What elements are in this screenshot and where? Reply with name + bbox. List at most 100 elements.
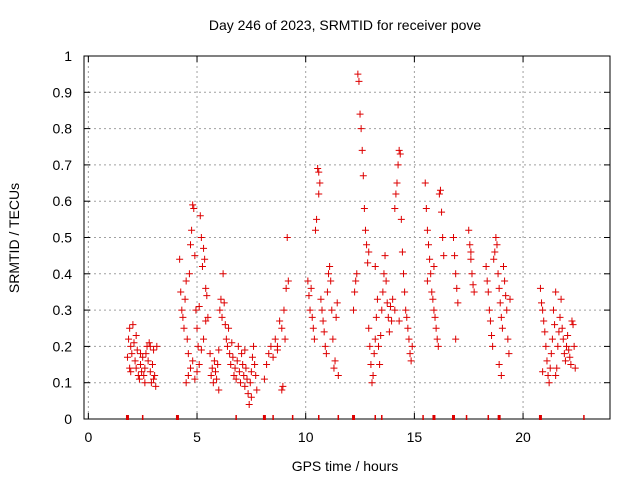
data-point [384, 313, 392, 321]
data-point [207, 371, 215, 379]
data-point [326, 263, 334, 271]
data-points [123, 70, 579, 408]
data-point [427, 270, 435, 278]
data-point [469, 281, 477, 289]
data-point [239, 361, 247, 369]
y-tick-label: 0.2 [53, 338, 73, 354]
data-point [323, 288, 331, 296]
data-point [315, 168, 323, 176]
data-point [273, 342, 281, 350]
data-point [402, 306, 410, 314]
data-point [278, 324, 286, 332]
data-point [193, 368, 201, 376]
data-point [368, 379, 376, 387]
data-point [141, 379, 149, 387]
data-point [392, 190, 400, 198]
data-point [560, 350, 568, 358]
data-point [241, 346, 249, 354]
data-point [127, 342, 135, 350]
data-point [132, 332, 140, 340]
data-point [200, 244, 208, 252]
data-point [232, 375, 240, 383]
y-tick-label: 0.6 [53, 193, 73, 209]
data-point [361, 226, 369, 234]
data-point [381, 252, 389, 260]
data-point [483, 277, 491, 285]
plot-frame [83, 55, 611, 420]
data-point [505, 350, 513, 358]
data-point [540, 317, 548, 325]
data-point [280, 306, 288, 314]
data-point [138, 368, 146, 376]
data-point [181, 295, 189, 303]
data-point [391, 306, 399, 314]
data-point [240, 371, 248, 379]
data-point [454, 299, 462, 307]
data-point [433, 335, 441, 343]
tick-labels: 00.10.20.30.40.50.60.70.80.910 5 10 15 20 [53, 48, 532, 445]
data-point [363, 241, 371, 249]
data-point [367, 361, 375, 369]
y-tick-label: 1 [64, 48, 72, 64]
data-point [247, 368, 255, 376]
data-point [185, 270, 193, 278]
data-point [135, 375, 143, 383]
data-point [129, 321, 137, 329]
data-point [187, 364, 195, 372]
data-point [148, 361, 156, 369]
data-point [468, 270, 476, 278]
data-point [189, 201, 197, 209]
data-point [321, 342, 329, 350]
x-tick-label: 10 [298, 429, 314, 445]
data-point [228, 339, 236, 347]
data-point [190, 204, 198, 212]
data-point [212, 368, 219, 376]
x-axis-label: GPS time / hours [291, 458, 399, 474]
data-point [563, 342, 571, 350]
data-point [555, 328, 563, 336]
data-point [394, 161, 402, 169]
data-point [431, 313, 439, 321]
data-point [305, 292, 313, 300]
data-point [219, 270, 227, 278]
data-point [242, 364, 250, 372]
data-point [222, 335, 230, 343]
data-point [406, 350, 414, 358]
chart-title: Day 246 of 2023, SRMTID for receiver pov… [208, 17, 482, 33]
data-point [147, 379, 155, 387]
data-point [281, 335, 289, 343]
data-point [176, 255, 184, 263]
data-point [183, 335, 191, 343]
data-point [215, 386, 223, 394]
data-point [357, 125, 365, 133]
data-point [316, 179, 324, 187]
data-point [451, 252, 459, 260]
data-point [542, 342, 550, 350]
data-point [495, 361, 503, 369]
data-point [453, 284, 461, 292]
data-point [396, 150, 404, 158]
data-point [490, 255, 498, 263]
data-point [400, 270, 408, 278]
data-point [153, 342, 161, 350]
data-point [496, 299, 504, 307]
data-point [309, 324, 317, 332]
data-point [440, 252, 448, 260]
data-point [221, 321, 229, 329]
data-point [428, 288, 436, 296]
data-point [358, 146, 366, 154]
data-point [371, 335, 379, 343]
data-point [308, 313, 316, 321]
data-point [151, 371, 159, 379]
data-point [569, 321, 577, 329]
data-point [366, 342, 374, 350]
data-point [407, 357, 415, 365]
data-point [378, 306, 386, 314]
data-point [422, 204, 430, 212]
data-point [306, 306, 314, 314]
data-point [492, 234, 500, 241]
data-point [210, 357, 218, 365]
data-point [536, 284, 544, 292]
data-point [330, 364, 338, 372]
data-point [197, 346, 205, 354]
